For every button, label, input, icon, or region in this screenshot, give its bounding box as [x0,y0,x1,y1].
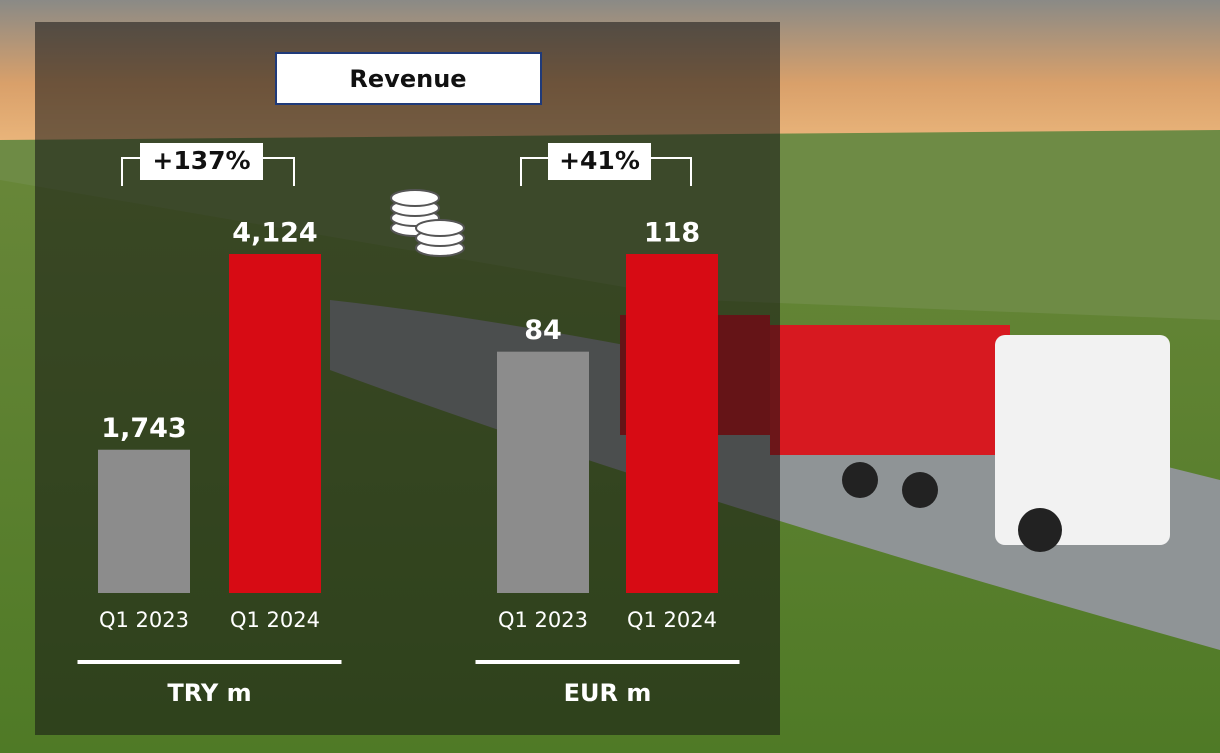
bar [626,254,718,593]
growth-annotation: +137% [152,146,250,175]
axis-label: EUR m [564,679,652,707]
bar [497,352,589,593]
value-label: 118 [644,218,700,249]
category-label: Q1 2023 [498,608,588,632]
axis-label: TRY m [167,679,251,707]
slide: Revenue 1,743 Q1 2023 4,124 Q1 2024 TRY m +13… [0,0,1220,753]
bar [229,254,321,593]
category-label: Q1 2023 [99,608,189,632]
value-label: 1,743 [101,413,186,444]
value-label: 84 [524,315,562,346]
title: Revenue [349,65,466,93]
category-label: Q1 2024 [627,608,717,632]
bar [98,450,190,593]
category-label: Q1 2024 [230,608,320,632]
value-label: 4,124 [232,218,317,249]
growth-annotation: +41% [559,146,640,175]
